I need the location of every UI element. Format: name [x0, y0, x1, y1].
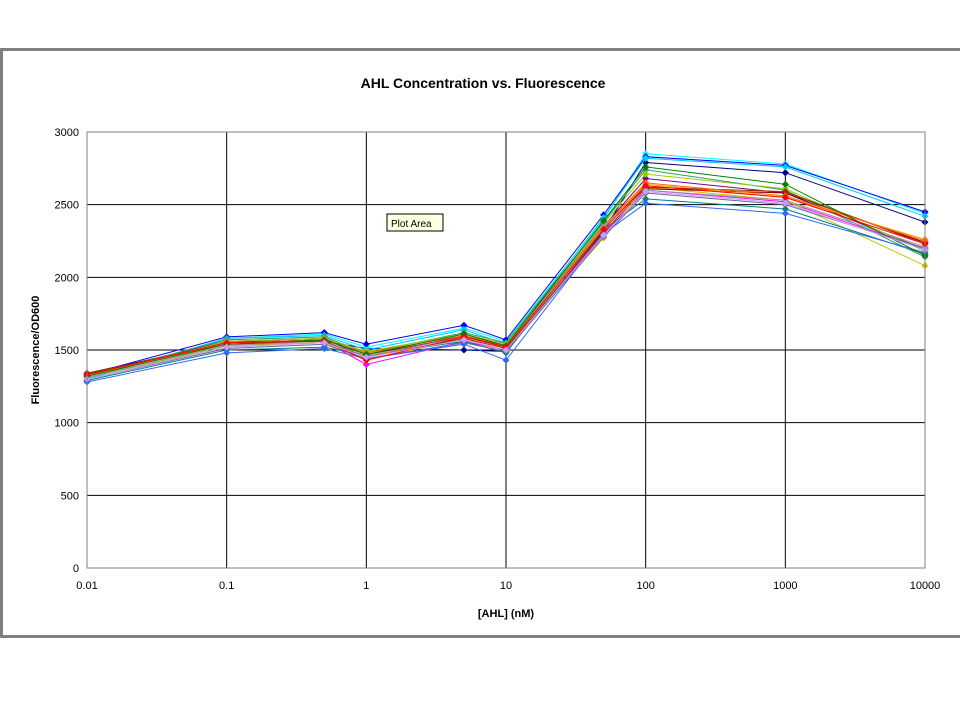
- tooltip-label: Plot Area: [391, 219, 432, 230]
- data-point: [642, 199, 650, 207]
- y-tick-label: 2500: [55, 200, 79, 212]
- series-20: [83, 188, 929, 383]
- x-tick-label: 100: [636, 580, 654, 592]
- data-point: [460, 346, 468, 354]
- x-tick-label: 0.1: [219, 580, 234, 592]
- y-tick-label: 0: [73, 563, 79, 575]
- data-point: [460, 321, 468, 329]
- data-point: [781, 209, 789, 217]
- data-point: [600, 217, 608, 225]
- data-point: [223, 339, 231, 347]
- x-tick-label: 1000: [773, 580, 797, 592]
- series-line: [86, 191, 926, 380]
- data-point: [320, 339, 328, 347]
- series-line: [86, 192, 926, 380]
- y-axis-title: Fluorescence/OD600: [30, 296, 42, 405]
- x-tick-labels: 0.01 0.1 1 10 100 1000 10000: [76, 580, 940, 592]
- y-tick-label: 500: [61, 490, 79, 502]
- data-point: [781, 188, 789, 196]
- data-point: [781, 169, 789, 177]
- data-point: [362, 353, 370, 361]
- series-line: [86, 157, 926, 380]
- line-chart: AHL Concentration vs. Fluorescence 0.01 0…: [30, 75, 940, 620]
- data-point: [781, 163, 789, 171]
- series-line: [86, 173, 926, 379]
- plot-area-border: [86, 131, 926, 569]
- plot-area-tooltip: Plot Area: [386, 213, 444, 232]
- series-line: [86, 185, 926, 376]
- data-point: [642, 188, 650, 196]
- data-point: [642, 195, 650, 203]
- data-point: [642, 170, 650, 178]
- data-point: [600, 225, 608, 233]
- y-tick-labels: 0 500 1000 1500 2000 2500 3000: [55, 127, 79, 575]
- data-point: [223, 349, 231, 357]
- chart-title: AHL Concentration vs. Fluorescence: [361, 75, 606, 91]
- x-tick-label: 10: [500, 580, 512, 592]
- data-point: [460, 336, 468, 344]
- y-tick-label: 2000: [55, 272, 79, 284]
- data-point: [362, 360, 370, 369]
- x-tick-label: 10000: [910, 580, 941, 592]
- data-point: [642, 163, 650, 171]
- data-point: [502, 346, 510, 354]
- data-point: [362, 340, 370, 348]
- series-line: [86, 153, 926, 380]
- data-point: [781, 205, 789, 213]
- chart-frame: AHL Concentration vs. Fluorescence 0.01 0…: [0, 48, 960, 638]
- series-line: [86, 156, 926, 376]
- data-point: [642, 154, 650, 162]
- data-point: [460, 340, 468, 348]
- series-line: [86, 202, 926, 383]
- series-line: [86, 169, 926, 377]
- x-axis-title: [AHL] (nM): [478, 608, 535, 620]
- y-tick-label: 1500: [55, 345, 79, 357]
- y-tick-label: 3000: [55, 127, 79, 139]
- x-tick-label: 0.01: [76, 580, 97, 592]
- data-point: [223, 343, 231, 351]
- data-point: [320, 345, 328, 353]
- series-layer: [83, 150, 929, 386]
- data-point: [642, 182, 650, 190]
- data-point: [600, 231, 608, 239]
- y-tick-label: 1000: [55, 418, 79, 430]
- data-point: [781, 199, 789, 207]
- x-tick-label: 1: [363, 580, 369, 592]
- series-line: [86, 182, 926, 377]
- data-point: [781, 193, 789, 201]
- data-point: [781, 180, 789, 188]
- data-point: [502, 356, 510, 364]
